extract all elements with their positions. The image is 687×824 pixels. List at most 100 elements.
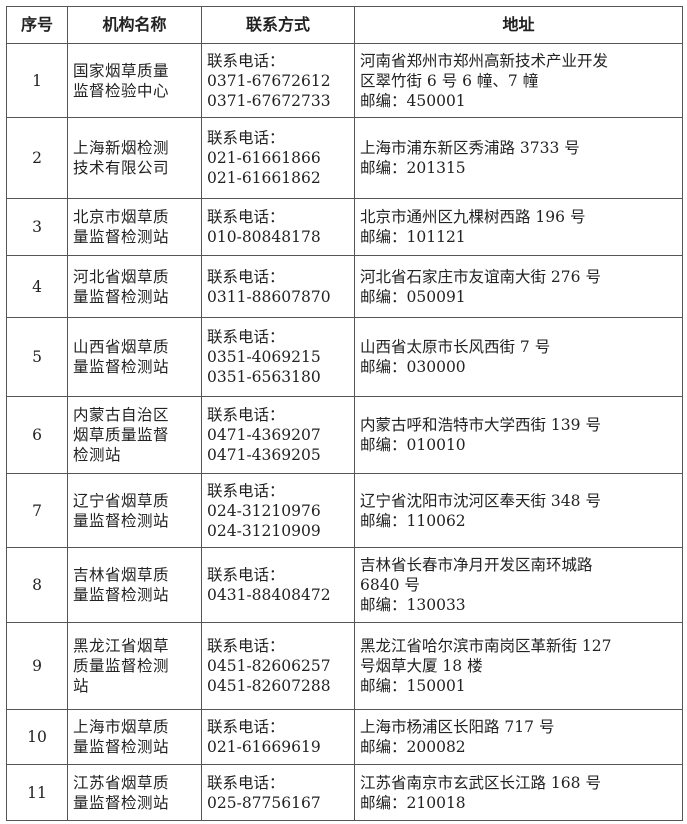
- institution-name-cell: 国家烟草质量 监督检验中心: [67, 43, 202, 118]
- table-row: 6 内蒙古自治区 烟草质量监督 检测站 联系电话： 0471-4369207 0471-43…: [6, 396, 683, 474]
- contact-info-line: 联系电话：: [207, 406, 285, 424]
- address-line: 河北省石家庄市友谊南大街 276 号: [360, 267, 601, 286]
- contact-info-line: 联系电话：: [207, 718, 285, 736]
- header-contact: 联系方式: [201, 6, 355, 44]
- contact-info-cell: 联系电话： 0371-67672612 0371-67672733: [201, 43, 355, 118]
- address-line: 邮编：450001: [360, 91, 466, 110]
- address-line: 山西省太原市长风西街 7 号: [360, 338, 551, 356]
- address-cell: 上海市杨浦区长阳路 717 号邮编：200082: [354, 709, 683, 765]
- header-name: 机构名称: [67, 6, 202, 44]
- institution-name-line: 辽宁省烟草质: [73, 491, 170, 510]
- address-cell: 河南省郑州市郑州高新技术产业开发 区翠竹街 6 号 6 幢、7 幢邮编：45000…: [354, 43, 683, 118]
- institution-name-line: 监督检验中心: [73, 81, 170, 100]
- address-cell: 江苏省南京市玄武区长江路 168 号邮编：210018: [354, 764, 683, 821]
- institution-name-line: 量监督检测站: [73, 228, 170, 246]
- institution-name-line: 吉林省烟草质: [73, 566, 170, 584]
- address-line: 邮编：201315: [360, 159, 466, 177]
- institution-table: 序号 机构名称 联系方式 地址 1 国家烟草质量 监督检验中心 联系电话： 0371-6…: [6, 6, 683, 821]
- institution-name-line: 烟草质量监督: [73, 426, 170, 444]
- row-number: 5: [6, 317, 68, 397]
- address-line: 黑龙江省哈尔滨市南岗区革新街 127: [360, 637, 612, 655]
- contact-info-line: 联系电话：: [207, 481, 285, 500]
- contact-info-line: 联系电话：: [207, 267, 285, 286]
- address-line: 号烟草大厦 18 楼: [360, 657, 483, 675]
- address-line: 邮编：130033: [360, 596, 466, 614]
- address-line: 上海市杨浦区长阳路 717 号: [360, 718, 555, 736]
- address-line: 辽宁省沈阳市沈河区奉天街 348 号: [360, 491, 601, 510]
- row-number: 11: [6, 764, 68, 821]
- contact-info-cell: 联系电话： 010-80848178: [201, 198, 355, 256]
- contact-info-line: 0451-82607288: [207, 677, 331, 695]
- address-cell: 上海市浦东新区秀浦路 3733 号邮编：201315: [354, 117, 683, 199]
- contact-info-cell: 联系电话： 0471-4369207 0471-4369205: [201, 396, 355, 474]
- contact-info-line: 联系电话：: [207, 129, 285, 147]
- institution-name-cell: 山西省烟草质 量监督检测站: [67, 317, 202, 397]
- contact-info-cell: 联系电话： 025-87756167: [201, 764, 355, 821]
- row-number: 10: [6, 709, 68, 765]
- contact-info-cell: 联系电话： 024-31210976 024-31210909: [201, 473, 355, 548]
- institution-name-line: 上海新烟检测: [73, 139, 170, 157]
- address-line: 邮编：150001: [360, 677, 466, 695]
- address-line: 邮编：101121: [360, 228, 466, 246]
- row-number: 1: [6, 43, 68, 118]
- contact-info-cell: 联系电话： 0351-4069215 0351-6563180: [201, 317, 355, 397]
- institution-name-line: 量监督检测站: [73, 793, 170, 812]
- institution-name-line: 黑龙江省烟草: [73, 637, 170, 655]
- row-number: 6: [6, 396, 68, 474]
- institution-name-cell: 北京市烟草质 量监督检测站: [67, 198, 202, 256]
- contact-info-line: 联系电话：: [207, 566, 285, 584]
- contact-info-line: 联系电话：: [207, 773, 285, 792]
- contact-info-line: 0371-67672733: [207, 91, 331, 110]
- institution-name-cell: 辽宁省烟草质 量监督检测站: [67, 473, 202, 548]
- contact-info-line: 021-61661866: [207, 149, 321, 167]
- address-line: 邮编：050091: [360, 287, 466, 306]
- table-row: 8 吉林省烟草质 量监督检测站 联系电话： 0431-88408472 吉林省长春市净月开…: [6, 547, 683, 623]
- institution-name-line: 河北省烟草质: [73, 267, 170, 286]
- table-row: 5 山西省烟草质 量监督检测站 联系电话： 0351-4069215 0351-65631…: [6, 317, 683, 397]
- contact-info-line: 0371-67672612: [207, 71, 331, 90]
- institution-name-line: 质量监督检测: [73, 657, 170, 675]
- contact-info-line: 024-31210976: [207, 501, 321, 520]
- contact-info-line: 0431-88408472: [207, 586, 331, 604]
- contact-info-line: 024-31210909: [207, 521, 321, 540]
- contact-info-line: 0311-88607870: [207, 287, 331, 306]
- institution-name-line: 北京市烟草质: [73, 208, 170, 226]
- table-row: 1 国家烟草质量 监督检验中心 联系电话： 0371-67672612 0371-6767…: [6, 43, 683, 118]
- contact-info-line: 021-61669619: [207, 738, 321, 756]
- address-line: 吉林省长春市净月开发区南环城路: [360, 556, 593, 574]
- address-cell: 辽宁省沈阳市沈河区奉天街 348 号邮编：110062: [354, 473, 683, 548]
- institution-name-line: 站: [73, 677, 90, 695]
- institution-name-cell: 吉林省烟草质 量监督检测站: [67, 547, 202, 623]
- institution-name-line: 江苏省烟草质: [73, 773, 170, 792]
- contact-info-line: 0471-4369205: [207, 446, 321, 464]
- contact-info-line: 021-61661862: [207, 169, 321, 187]
- institution-name-cell: 上海新烟检测 技术有限公司: [67, 117, 202, 199]
- contact-info-line: 联系电话：: [207, 637, 285, 655]
- contact-info-line: 联系电话：: [207, 51, 285, 70]
- institution-name-line: 内蒙古自治区: [73, 406, 170, 424]
- contact-info-line: 0351-4069215: [207, 348, 321, 366]
- contact-info-line: 联系电话：: [207, 328, 285, 346]
- address-cell: 内蒙古呼和浩特市大学西街 139 号邮编：010010: [354, 396, 683, 474]
- table-row: 10 上海市烟草质 量监督检测站 联系电话： 021-61669619 上海市杨浦区长阳路…: [6, 709, 683, 765]
- address-line: 北京市通州区九棵树西路 196 号: [360, 208, 586, 226]
- institution-name-line: 量监督检测站: [73, 586, 170, 604]
- contact-info-cell: 联系电话： 0311-88607870: [201, 255, 355, 318]
- address-cell: 河北省石家庄市友谊南大街 276 号邮编：050091: [354, 255, 683, 318]
- row-number: 8: [6, 547, 68, 623]
- institution-name-line: 量监督检测站: [73, 287, 170, 306]
- contact-info-line: 0471-4369207: [207, 426, 321, 444]
- address-line: 河南省郑州市郑州高新技术产业开发: [360, 51, 609, 70]
- address-cell: 山西省太原市长风西街 7 号邮编：030000: [354, 317, 683, 397]
- institution-name-line: 检测站: [73, 446, 122, 464]
- contact-info-cell: 联系电话： 021-61661866 021-61661862: [201, 117, 355, 199]
- header-row: 序号 机构名称 联系方式 地址: [6, 6, 683, 44]
- header-no: 序号: [6, 6, 68, 44]
- header-address: 地址: [354, 6, 683, 44]
- address-cell: 北京市通州区九棵树西路 196 号邮编：101121: [354, 198, 683, 256]
- contact-info-line: 0451-82606257: [207, 657, 331, 675]
- contact-info-line: 025-87756167: [207, 793, 321, 812]
- institution-name-cell: 江苏省烟草质 量监督检测站: [67, 764, 202, 821]
- institution-name-line: 量监督检测站: [73, 738, 170, 756]
- contact-info-cell: 联系电话： 0451-82606257 0451-82607288: [201, 622, 355, 710]
